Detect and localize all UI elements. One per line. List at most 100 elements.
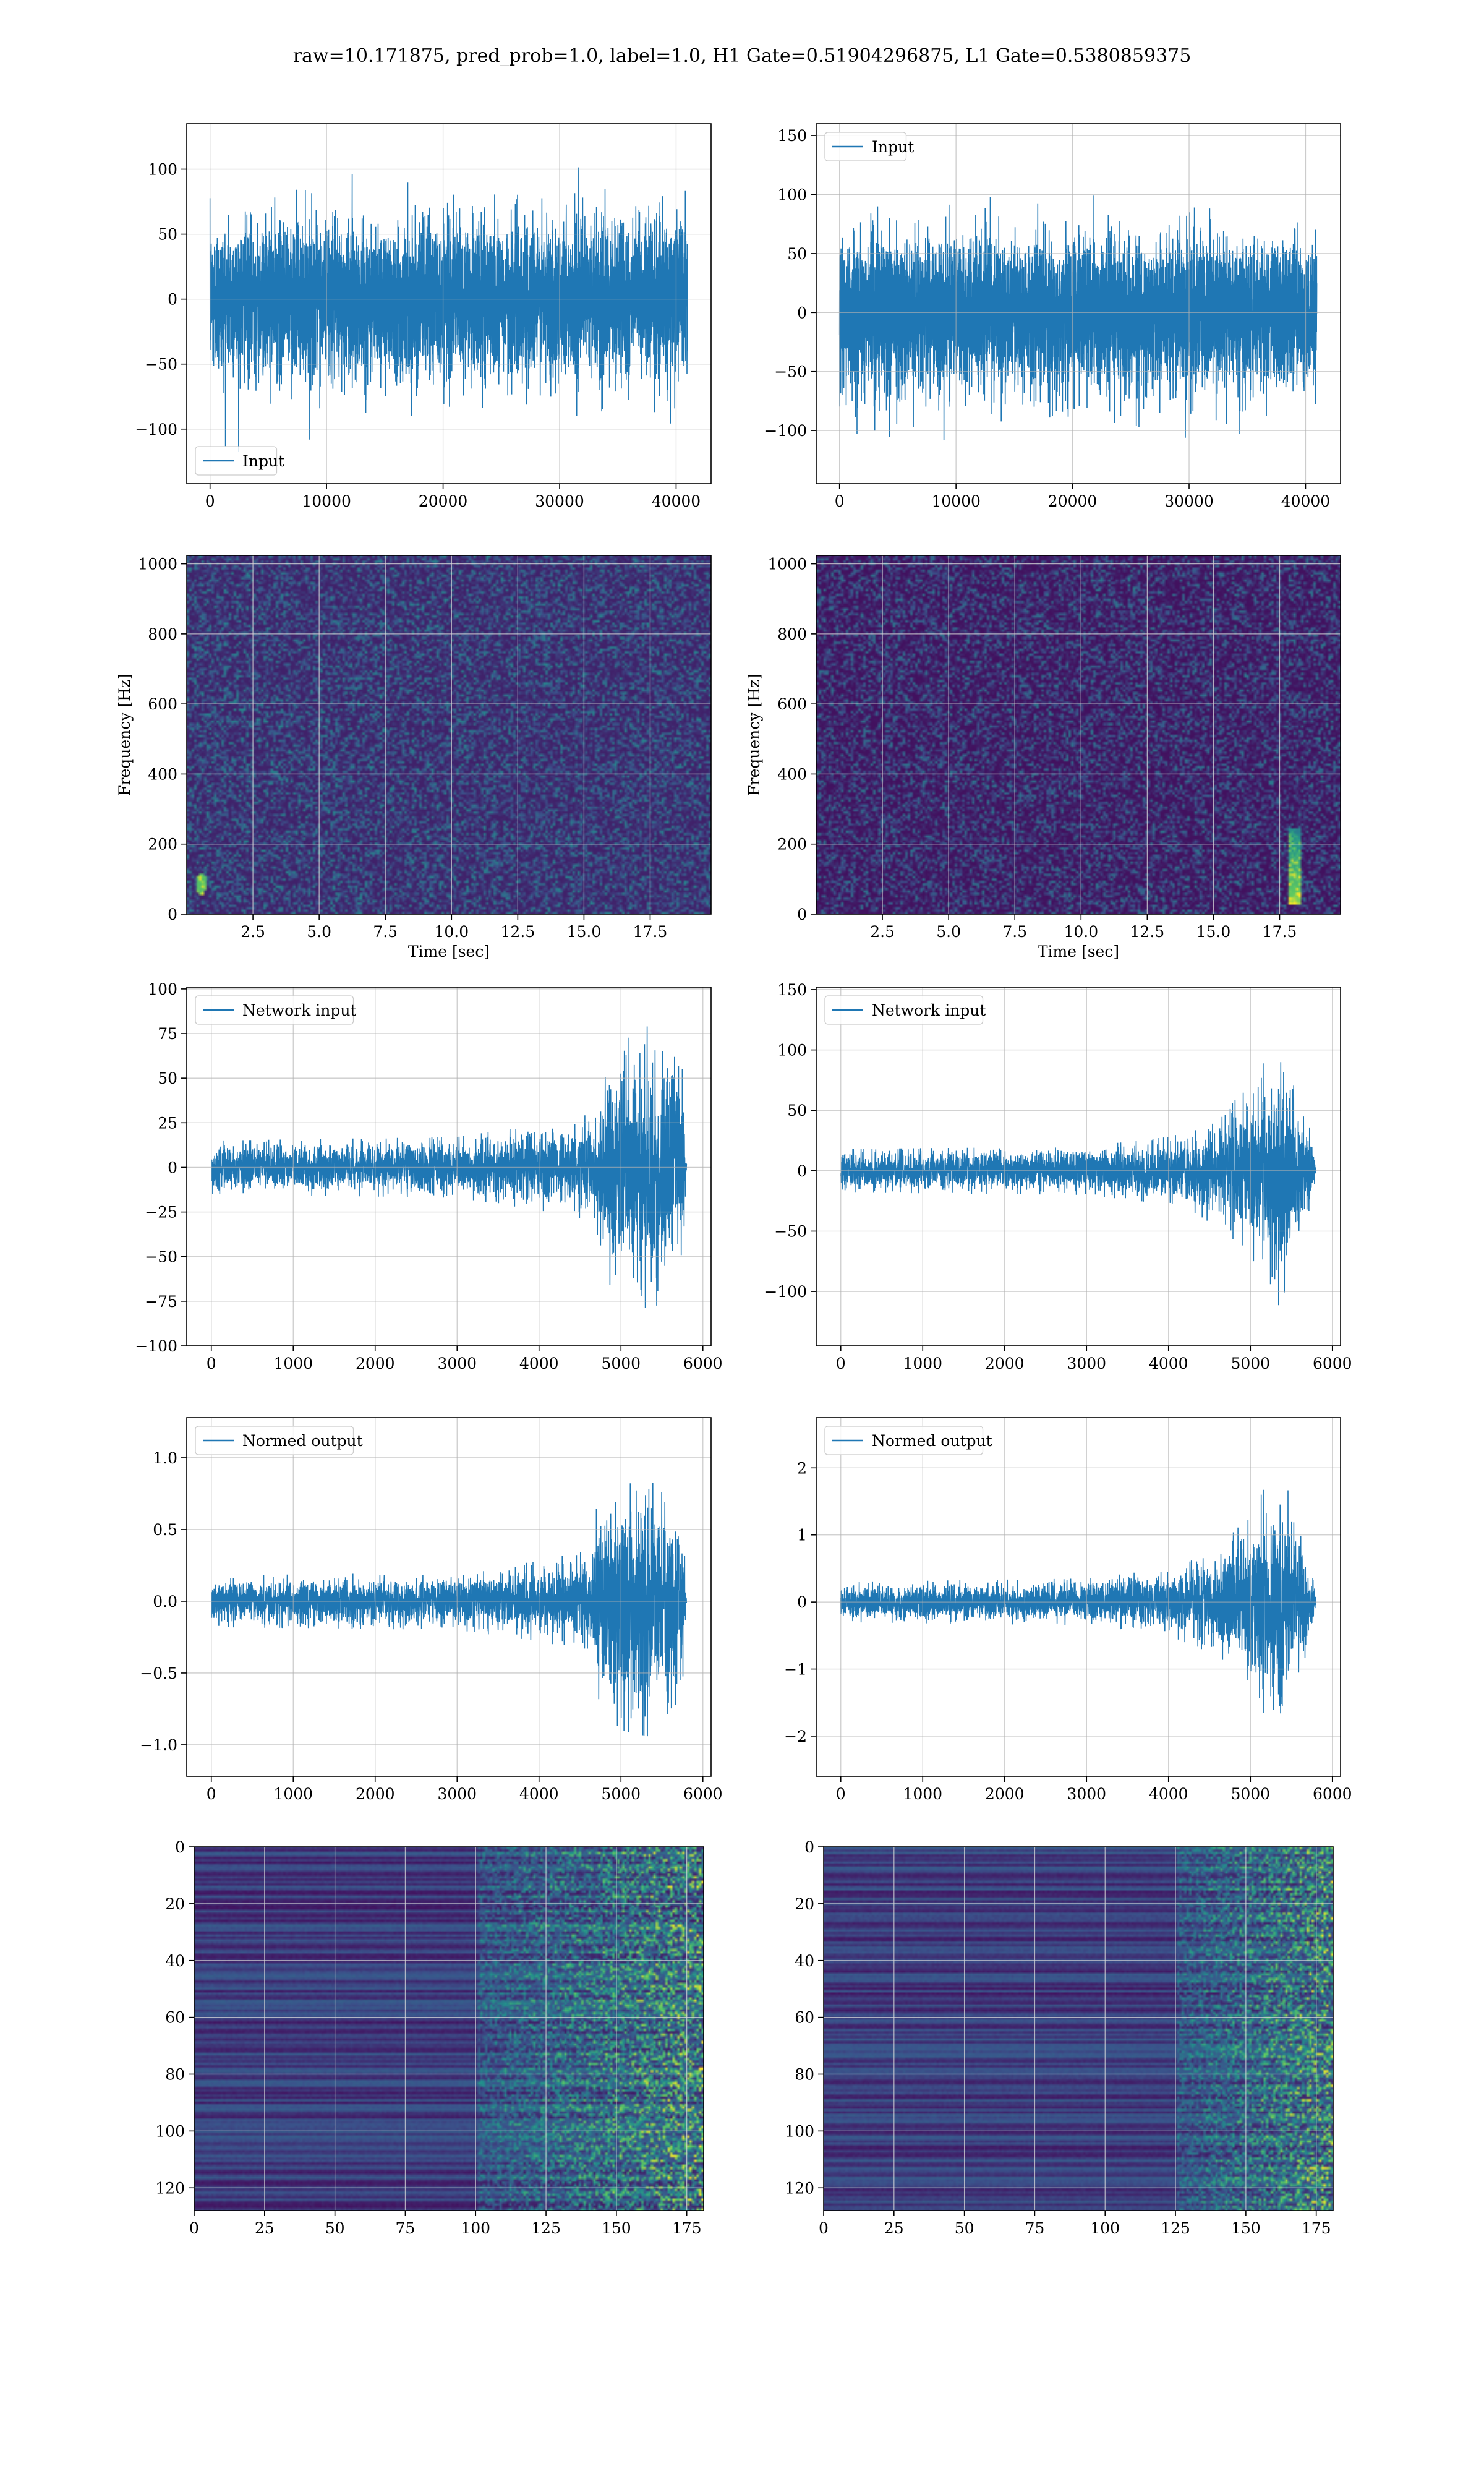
y-tick-label: −100 [135,421,177,439]
y-tick-label: 400 [148,765,177,783]
plot-area [824,1847,1333,2211]
axes-frame [186,555,712,915]
y-tick-label: −2 [784,1727,807,1745]
axes-frame [816,123,1341,484]
y-tick-label: 100 [148,161,177,179]
series-line [211,1026,688,1308]
y-tick-label: −50 [774,363,807,381]
series-line [838,195,1318,441]
y-tick-label: 100 [777,186,807,203]
axes-frame [823,1846,1334,2211]
x-tick-label: 20000 [419,492,468,510]
y-tick-label: 600 [777,695,807,713]
x-tick-label: 0 [207,1355,216,1372]
y-tick-label: 0 [797,1162,807,1180]
h1-input-panel: 0 10000 20000 30000 40000 −100 −50 0 50 100 Input [135,123,712,510]
x-tick-label: 2.5 [870,923,895,941]
grid [816,124,1341,484]
l1-spectrogram-panel: 2.5 5.0 7.5 10.0 12.5 15.0 17.5 0 200 400 600 800 10… [745,555,1341,961]
legend-box [195,995,354,1025]
plot-area [838,195,1318,441]
y-tick-label: −50 [145,356,177,374]
y-tick-label: 1.0 [153,1449,177,1467]
x-tick-label: 3000 [437,1355,477,1372]
y-tick-label: −50 [774,1222,807,1240]
axes-frame [194,1846,704,2211]
plot-area [840,1062,1317,1306]
x-tick-label: 12.5 [501,923,535,941]
y-tick-label: 80 [165,2066,185,2084]
y-tick-label: 50 [158,1069,177,1087]
y-tick-label: −50 [145,1248,177,1266]
y-tick-label: 20 [795,1895,814,1913]
grid [816,1418,1341,1776]
x-tick-label: 125 [1161,2219,1190,2237]
y-tick-label: −1 [784,1661,807,1679]
y-tick-label: 40 [795,1952,814,1970]
series-line [209,167,688,452]
series-line [211,1483,688,1737]
legend: Network input [824,995,986,1025]
plot-area [209,167,688,452]
grid [187,124,711,484]
legend: Network input [195,995,356,1025]
x-tick-label: 3000 [437,1785,477,1803]
x-tick-label: 50 [955,2219,974,2237]
x-tick-label: 2000 [356,1785,395,1803]
y-tick-label: 20 [165,1895,185,1913]
figure-suptitle: raw=10.171875, pred_prob=1.0, label=1.0,… [293,45,1192,67]
y-tick-label: 800 [148,625,177,643]
x-tick-label: 10000 [931,492,981,510]
y-tick-label: 60 [165,2009,185,2027]
heatmap-image [194,1847,704,2211]
y-tick-label: 100 [155,2122,185,2140]
x-tick-label: 0 [189,2219,199,2237]
y-tick-label: 2 [797,1459,807,1477]
legend-label: Input [242,452,284,470]
y-tick-label: 120 [785,2179,814,2197]
x-tick-label: 25 [884,2219,904,2237]
legend: Normed output [824,1426,992,1455]
x-tick-label: 75 [1025,2219,1045,2237]
h1-network-input-panel: 0 1000 2000 3000 4000 5000 6000 −100 −75 −50 −25 0 2… [135,980,722,1372]
legend: Input [824,132,914,161]
legend-box [824,132,907,161]
x-tick-label: 30000 [535,492,584,510]
axes-frame [186,123,712,484]
x-tick-label: 4000 [1149,1785,1188,1803]
legend-label: Normed output [242,1432,363,1450]
y-tick-label: 1000 [138,555,177,573]
x-tick-label: 175 [672,2219,702,2237]
y-tick-label: 0 [804,1838,814,1856]
x-tick-label: 15.0 [567,923,602,941]
h1-feature-map-panel: 0 25 50 75 100 125 150 175 0 20 40 60 80 100 120 [155,1838,704,2237]
y-tick-label: 200 [148,836,177,854]
plot-area [187,555,711,914]
series-line [840,1062,1317,1306]
x-tick-label: 100 [1090,2219,1120,2237]
axes-frame [816,1417,1341,1777]
y-tick-label: −100 [764,422,807,440]
legend-box [195,1426,354,1455]
legend-label: Normed output [872,1432,992,1450]
x-axis-label: Time [sec] [408,943,490,961]
x-tick-label: 0 [205,492,215,510]
y-tick-label: 60 [795,2009,814,2027]
legend-label: Network input [872,1001,986,1019]
x-tick-label: 0 [835,492,845,510]
x-tick-label: 10000 [302,492,351,510]
x-tick-label: 150 [1231,2219,1261,2237]
y-tick-label: 0 [168,1158,177,1176]
x-tick-label: 0 [819,2219,829,2237]
plot-area [211,1026,688,1308]
legend: Input [195,446,284,476]
x-tick-label: 175 [1302,2219,1331,2237]
y-tick-label: 0.5 [153,1521,177,1539]
legend-box [195,446,278,476]
y-tick-label: 75 [158,1025,177,1043]
x-tick-label: 4000 [519,1355,559,1372]
x-tick-label: 2.5 [241,923,265,941]
x-tick-label: 5000 [1230,1785,1270,1803]
axes-frame [186,1417,712,1777]
